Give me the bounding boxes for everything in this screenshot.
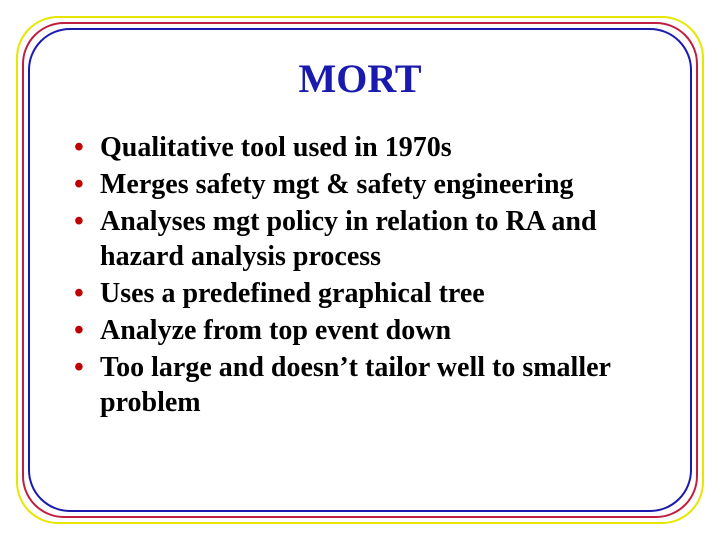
bullet-item: Qualitative tool used in 1970s <box>70 130 650 165</box>
slide-title: MORT <box>70 55 650 102</box>
bullet-item: Too large and doesn’t tailor well to sma… <box>70 350 650 420</box>
bullet-item: Analyses mgt policy in relation to RA an… <box>70 204 650 274</box>
slide: MORT Qualitative tool used in 1970s Merg… <box>0 0 720 540</box>
slide-content: MORT Qualitative tool used in 1970s Merg… <box>70 55 650 422</box>
bullet-list: Qualitative tool used in 1970s Merges sa… <box>70 130 650 420</box>
bullet-item: Merges safety mgt & safety engineering <box>70 167 650 202</box>
bullet-item: Analyze from top event down <box>70 313 650 348</box>
bullet-item: Uses a predefined graphical tree <box>70 276 650 311</box>
